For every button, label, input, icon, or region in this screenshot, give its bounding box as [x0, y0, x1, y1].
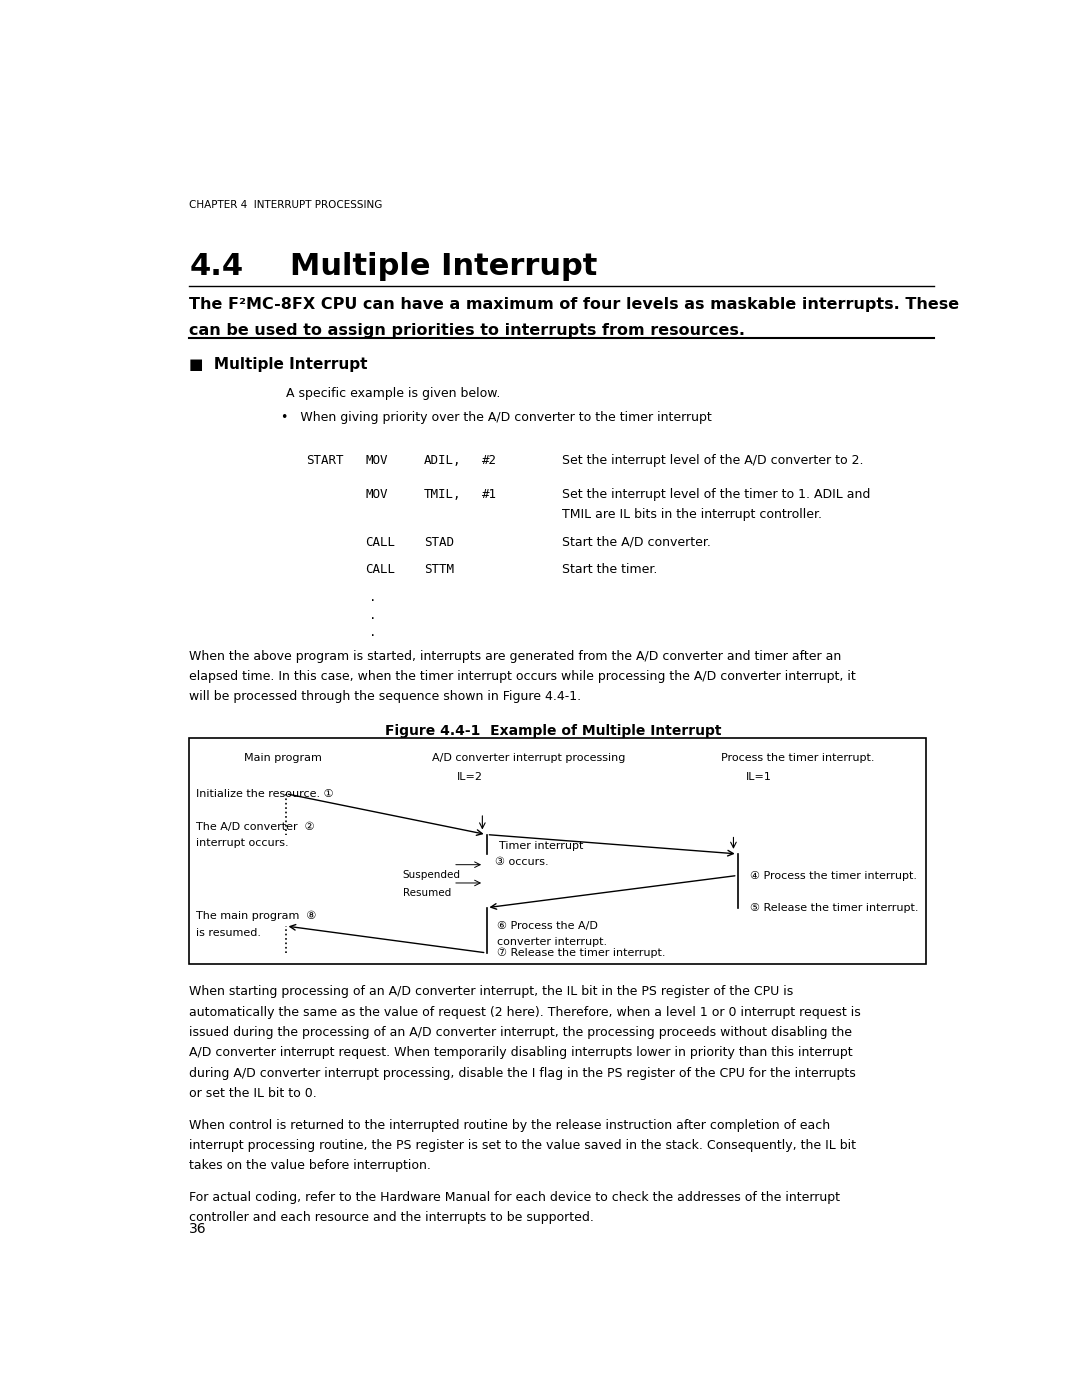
- Text: Start the A/D converter.: Start the A/D converter.: [562, 535, 711, 549]
- Text: TMIL are IL bits in the interrupt controller.: TMIL are IL bits in the interrupt contro…: [562, 507, 822, 521]
- Text: The F²MC-8FX CPU can have a maximum of four levels as maskable interrupts. These: The F²MC-8FX CPU can have a maximum of f…: [189, 296, 959, 312]
- Bar: [189, 738, 926, 964]
- Text: MOV: MOV: [365, 488, 388, 502]
- Text: .: .: [369, 626, 377, 638]
- Text: IL=1: IL=1: [746, 773, 772, 782]
- Text: Figure 4.4-1  Example of Multiple Interrupt: Figure 4.4-1 Example of Multiple Interru…: [386, 724, 721, 738]
- Text: ⑤ Release the timer interrupt.: ⑤ Release the timer interrupt.: [751, 904, 919, 914]
- Text: or set the IL bit to 0.: or set the IL bit to 0.: [189, 1087, 318, 1101]
- Text: Suspended: Suspended: [403, 870, 461, 880]
- Text: ADIL,: ADIL,: [423, 454, 461, 467]
- Text: #2: #2: [483, 454, 498, 467]
- Text: STTM: STTM: [423, 563, 454, 577]
- Text: is resumed.: is resumed.: [197, 928, 261, 939]
- Text: ③ occurs.: ③ occurs.: [495, 858, 549, 868]
- Text: CALL: CALL: [365, 535, 395, 549]
- Text: The A/D converter  ②: The A/D converter ②: [197, 821, 314, 831]
- Text: CALL: CALL: [365, 563, 395, 577]
- Text: Start the timer.: Start the timer.: [562, 563, 658, 577]
- Text: ■  Multiple Interrupt: ■ Multiple Interrupt: [189, 358, 368, 372]
- Text: takes on the value before interruption.: takes on the value before interruption.: [189, 1160, 431, 1172]
- Text: The main program  ⑧: The main program ⑧: [197, 911, 316, 921]
- Text: converter interrupt.: converter interrupt.: [497, 937, 607, 947]
- Text: Set the interrupt level of the timer to 1. ADIL and: Set the interrupt level of the timer to …: [562, 488, 870, 502]
- Text: When starting processing of an A/D converter interrupt, the IL bit in the PS reg: When starting processing of an A/D conve…: [189, 985, 794, 999]
- Text: STAD: STAD: [423, 535, 454, 549]
- Text: controller and each resource and the interrupts to be supported.: controller and each resource and the int…: [189, 1211, 594, 1224]
- Text: ⑦ Release the timer interrupt.: ⑦ Release the timer interrupt.: [497, 947, 665, 958]
- Text: 36: 36: [189, 1222, 207, 1236]
- Text: A/D converter interrupt request. When temporarily disabling interrupts lower in : A/D converter interrupt request. When te…: [189, 1046, 853, 1059]
- Text: Multiple Interrupt: Multiple Interrupt: [289, 251, 597, 281]
- Text: .: .: [369, 609, 377, 622]
- Text: A/D converter interrupt processing: A/D converter interrupt processing: [432, 753, 625, 763]
- Text: #1: #1: [483, 488, 498, 502]
- Text: interrupt processing routine, the PS register is set to the value saved in the s: interrupt processing routine, the PS reg…: [189, 1139, 856, 1153]
- Text: A specific example is given below.: A specific example is given below.: [285, 387, 500, 400]
- Text: elapsed time. In this case, when the timer interrupt occurs while processing the: elapsed time. In this case, when the tim…: [189, 671, 856, 683]
- Text: When control is returned to the interrupted routine by the release instruction a: When control is returned to the interrup…: [189, 1119, 831, 1132]
- Text: TMIL,: TMIL,: [423, 488, 461, 502]
- Text: For actual coding, refer to the Hardware Manual for each device to check the add: For actual coding, refer to the Hardware…: [189, 1190, 840, 1204]
- Text: interrupt occurs.: interrupt occurs.: [197, 838, 288, 848]
- Text: during A/D converter interrupt processing, disable the I flag in the PS register: during A/D converter interrupt processin…: [189, 1067, 856, 1080]
- Text: START: START: [307, 454, 345, 467]
- Text: 4.4: 4.4: [189, 251, 243, 281]
- Text: Process the timer interrupt.: Process the timer interrupt.: [721, 753, 875, 763]
- Text: will be processed through the sequence shown in Figure 4.4-1.: will be processed through the sequence s…: [189, 690, 581, 704]
- Text: can be used to assign priorities to interrupts from resources.: can be used to assign priorities to inte…: [189, 323, 745, 338]
- Text: Set the interrupt level of the A/D converter to 2.: Set the interrupt level of the A/D conve…: [562, 454, 863, 467]
- Text: IL=2: IL=2: [457, 773, 483, 782]
- Text: CHAPTER 4  INTERRUPT PROCESSING: CHAPTER 4 INTERRUPT PROCESSING: [189, 200, 382, 210]
- Text: Timer interrupt: Timer interrupt: [499, 841, 583, 851]
- Text: Main program: Main program: [244, 753, 322, 763]
- Text: Initialize the resource. ①: Initialize the resource. ①: [197, 789, 334, 799]
- Text: automatically the same as the value of request (2 here). Therefore, when a level: automatically the same as the value of r…: [189, 1006, 861, 1018]
- Text: MOV: MOV: [365, 454, 388, 467]
- Text: When the above program is started, interrupts are generated from the A/D convert: When the above program is started, inter…: [189, 650, 841, 662]
- Text: ⑥ Process the A/D: ⑥ Process the A/D: [497, 921, 597, 930]
- Text: ④ Process the timer interrupt.: ④ Process the timer interrupt.: [751, 872, 917, 882]
- Text: Resumed: Resumed: [403, 888, 451, 898]
- Text: .: .: [369, 591, 377, 605]
- Text: •   When giving priority over the A/D converter to the timer interrupt: • When giving priority over the A/D conv…: [282, 411, 712, 423]
- Text: issued during the processing of an A/D converter interrupt, the processing proce: issued during the processing of an A/D c…: [189, 1025, 852, 1039]
